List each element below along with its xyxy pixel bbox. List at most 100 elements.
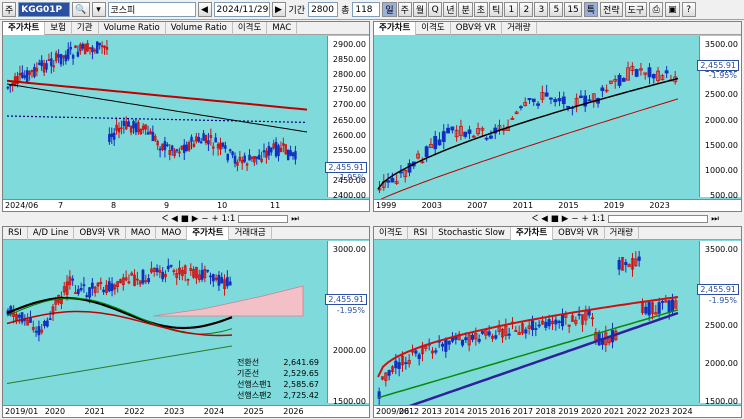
ma-chart[interactable]: [374, 241, 701, 418]
special-button[interactable]: 특: [583, 2, 599, 17]
zoom-ratio[interactable]: 1:1: [591, 213, 606, 224]
chart-pane-bottom-right[interactable]: 이격도 RSI Stochastic Slow 주가차트 OBV와 VR 거래량 3500…: [373, 226, 742, 418]
chart-tab[interactable]: 거래량: [605, 227, 639, 240]
unit-button[interactable]: 월: [412, 2, 428, 17]
next-date-button[interactable]: ▶: [271, 2, 286, 17]
y-tick-label: 2450.00: [332, 175, 366, 185]
unit-button[interactable]: 년: [443, 2, 458, 17]
chart-tab[interactable]: 거래량: [502, 22, 537, 35]
chart-tab[interactable]: 기관: [72, 22, 99, 35]
zoom-out-icon[interactable]: −: [201, 213, 209, 224]
chart-tab[interactable]: MAC: [267, 22, 298, 35]
chart-pane-top-left[interactable]: 주가차트 보험 기관 Volume Ratio Volume Ratio 이격도 MAC 2…: [2, 21, 370, 212]
unit-button[interactable]: 틱: [489, 2, 504, 17]
ichimoku-chart[interactable]: [3, 241, 329, 418]
market-field[interactable]: 코스피: [107, 2, 196, 17]
chart-tab[interactable]: RSI: [408, 227, 434, 240]
stop-icon[interactable]: ■: [550, 213, 559, 224]
type-select[interactable]: 주: [2, 2, 17, 17]
candle-body: [257, 154, 261, 160]
candle-body: [380, 376, 385, 380]
chart-tab[interactable]: RSI: [3, 227, 28, 240]
candle-body: [207, 140, 210, 145]
candle-body: [161, 143, 164, 150]
period-input[interactable]: 2800: [308, 2, 339, 17]
chart-tab[interactable]: 주가차트: [510, 227, 554, 240]
search-icon[interactable]: 🔍: [72, 2, 90, 17]
save-icon[interactable]: ▣: [665, 2, 680, 17]
candle-body: [34, 330, 38, 333]
chart-tab[interactable]: 이격도: [416, 22, 451, 35]
date-input[interactable]: 2024/11/29: [213, 2, 270, 17]
chart-tab[interactable]: Volume Ratio: [99, 22, 166, 35]
chart-tab[interactable]: 보험: [45, 22, 72, 35]
zoom-in-icon[interactable]: +: [581, 213, 589, 224]
unit-button[interactable]: 2: [519, 2, 534, 17]
unit-button[interactable]: 초: [473, 2, 489, 17]
unit-button[interactable]: Q: [428, 2, 443, 17]
unit-button[interactable]: 15: [564, 2, 582, 17]
candle-body: [224, 145, 227, 149]
scroll-right-icon[interactable]: ⏭: [291, 213, 299, 224]
chart-tab[interactable]: 주가차트: [187, 227, 230, 240]
chart-tab[interactable]: 거래대금: [229, 227, 272, 240]
candle-chart-top-left[interactable]: [3, 36, 329, 212]
ma-line-green: [377, 309, 679, 399]
zoom-in-icon[interactable]: +: [211, 213, 219, 224]
unit-button[interactable]: 3: [534, 2, 549, 17]
print-icon[interactable]: ⎙: [649, 2, 664, 17]
zoom-ratio[interactable]: 1:1: [221, 213, 236, 224]
candle-body: [617, 75, 622, 86]
dropdown-icon[interactable]: ▾: [91, 2, 106, 17]
x-tick-label: 2019/01: [5, 407, 39, 416]
unit-button[interactable]: 5: [549, 2, 564, 17]
chart-tab[interactable]: MAO: [156, 227, 188, 240]
candle-body: [199, 141, 203, 144]
unit-button[interactable]: 일: [382, 2, 397, 17]
scroll-track[interactable]: [238, 214, 289, 223]
prev-date-button[interactable]: ◀: [197, 2, 212, 17]
chart-pane-bottom-left[interactable]: RSI A/D Line OBV와 VR MAO MAO 주가차트 거래대금 3000.00…: [2, 226, 370, 418]
help-icon[interactable]: ?: [681, 2, 696, 17]
chart-tab[interactable]: 이격도: [233, 22, 268, 35]
candle-body: [424, 146, 429, 158]
candle-body: [214, 277, 218, 280]
zoom-out-icon[interactable]: −: [571, 213, 579, 224]
play-right-icon[interactable]: ▶: [191, 213, 199, 224]
candle-body: [121, 277, 125, 286]
chart-tab[interactable]: OBV와 VR: [74, 227, 126, 240]
play-right-icon[interactable]: ▶: [561, 213, 569, 224]
chart-tab[interactable]: OBV와 VR: [451, 22, 503, 35]
scroll-right-icon[interactable]: ⏭: [711, 213, 719, 224]
play-icon[interactable]: ◀: [171, 213, 178, 224]
candle-body: [86, 43, 89, 52]
chart-tab[interactable]: A/D Line: [28, 227, 75, 240]
chart-tab[interactable]: Volume Ratio: [166, 22, 233, 35]
chart-tab[interactable]: OBV와 VR: [553, 227, 605, 240]
play-icon[interactable]: ◀: [541, 213, 548, 224]
chart-tab[interactable]: 이격도: [374, 227, 409, 240]
chart-tab[interactable]: 주가차트: [3, 22, 46, 35]
code-input[interactable]: KGG01P: [18, 2, 71, 17]
chart-tab[interactable]: MAO: [126, 227, 157, 240]
candle-chart-top-right[interactable]: [374, 36, 701, 212]
candle-body: [474, 332, 478, 340]
candle-body: [414, 350, 418, 354]
tools-button[interactable]: 도구: [624, 2, 648, 17]
candle-body: [158, 148, 162, 151]
scroll-left-icon[interactable]: ᐸ: [162, 213, 169, 224]
chart-tab[interactable]: 주가차트: [374, 22, 417, 35]
strategy-button[interactable]: 전략: [600, 2, 623, 17]
stop-icon[interactable]: ■: [180, 213, 189, 224]
candle-body: [204, 134, 208, 144]
unit-button[interactable]: 주: [397, 2, 412, 17]
count-input[interactable]: 118: [352, 2, 381, 17]
tools-label: 도구: [627, 6, 645, 16]
unit-button[interactable]: 분: [458, 2, 473, 17]
chart-tab[interactable]: Stochastic Slow: [433, 227, 511, 240]
scroll-left-icon[interactable]: ᐸ: [532, 213, 539, 224]
unit-button[interactable]: 1: [504, 2, 519, 17]
scroll-track[interactable]: [608, 214, 709, 223]
candle-body: [467, 334, 471, 346]
